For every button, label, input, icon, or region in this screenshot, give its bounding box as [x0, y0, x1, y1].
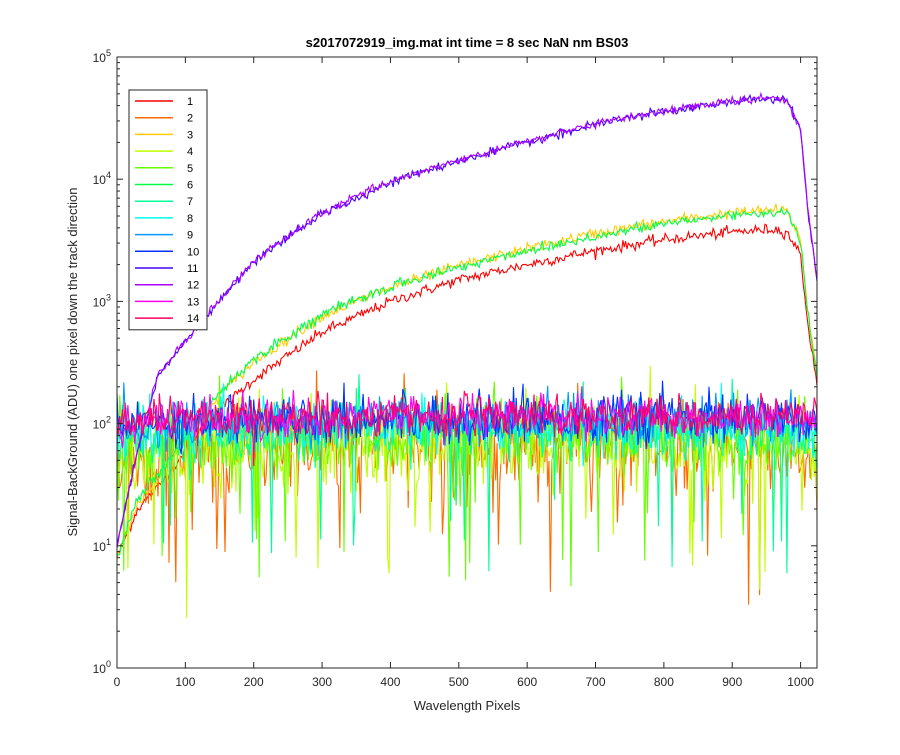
x-tick-label: 300	[312, 675, 332, 689]
chart-title: s2017072919_img.mat int time = 8 sec NaN…	[306, 35, 629, 50]
x-tick-label: 800	[654, 675, 674, 689]
y-tick-label: 100	[93, 659, 111, 676]
y-axis-label: Signal-BackGround (ADU) one pixel down t…	[65, 187, 80, 536]
x-tick-label: 600	[517, 675, 537, 689]
y-tick-label: 104	[93, 170, 111, 187]
series-group	[117, 91, 817, 618]
legend-label-4: 4	[187, 146, 193, 158]
legend-label-3: 3	[187, 129, 193, 141]
series-line-3	[117, 203, 817, 560]
legend-label-2: 2	[187, 113, 193, 125]
legend-label-1: 1	[187, 96, 193, 108]
legend-label-10: 10	[187, 246, 199, 258]
axes-box	[116, 56, 818, 669]
legend-label-12: 12	[187, 280, 199, 292]
y-tick-label: 102	[93, 415, 111, 432]
x-tick-label: 400	[380, 675, 400, 689]
legend-label-7: 7	[187, 196, 193, 208]
legend-label-13: 13	[187, 296, 199, 308]
x-tick-label: 700	[586, 675, 606, 689]
legend-label-9: 9	[187, 230, 193, 242]
legend-label-8: 8	[187, 213, 193, 225]
axes: 0 100 200 300 400 500 600 700 800 900 100010010110…	[93, 48, 818, 689]
legend-label-14: 14	[187, 313, 199, 325]
x-axis-label: Wavelength Pixels	[414, 698, 521, 713]
legend-box	[128, 89, 208, 331]
legend-label-6: 6	[187, 180, 193, 192]
legend-label-5: 5	[187, 163, 193, 175]
series-line-6	[117, 206, 817, 556]
legend-label-11: 11	[187, 263, 198, 275]
x-tick-label: 200	[244, 675, 264, 689]
series-line-12	[117, 91, 817, 549]
plot-background	[117, 57, 817, 668]
x-tick-label: 1000	[787, 675, 814, 689]
x-tick-label: 500	[449, 675, 469, 689]
y-tick-label: 103	[93, 292, 111, 309]
x-tick-label: 0	[114, 675, 121, 689]
x-tick-label: 100	[175, 675, 195, 689]
plot-area	[117, 57, 817, 668]
y-tick-label: 105	[93, 48, 111, 65]
x-tick-label: 900	[722, 675, 742, 689]
y-tick-label: 101	[93, 537, 111, 554]
series-line-14	[117, 390, 817, 467]
